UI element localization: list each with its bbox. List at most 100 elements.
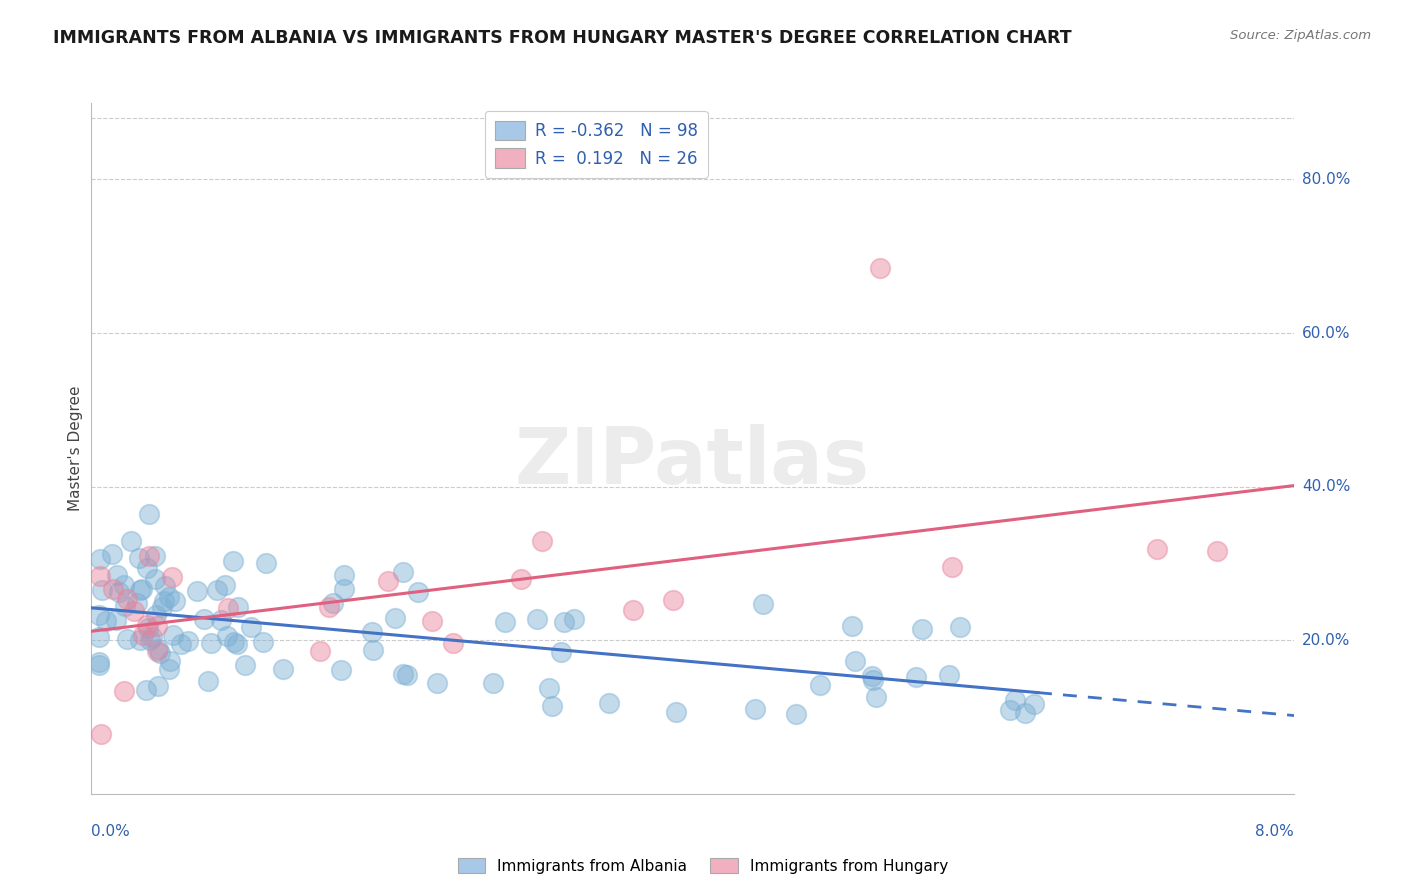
Point — [865, 690, 887, 705]
Point — [138, 507, 160, 521]
Point — [89, 569, 111, 583]
Point — [530, 533, 553, 548]
Point — [526, 612, 548, 626]
Y-axis label: Master's Degree: Master's Degree — [67, 385, 83, 511]
Point — [214, 578, 236, 592]
Point — [101, 547, 124, 561]
Point — [146, 679, 169, 693]
Point — [135, 617, 157, 632]
Point — [408, 585, 430, 599]
Point — [197, 673, 219, 688]
Point — [146, 618, 169, 632]
Point — [112, 577, 135, 591]
Point — [235, 658, 257, 673]
Point — [112, 683, 135, 698]
Point — [146, 642, 169, 657]
Point — [127, 596, 149, 610]
Point — [114, 599, 136, 614]
Point — [129, 632, 152, 647]
Text: 60.0%: 60.0% — [1302, 326, 1350, 341]
Point — [226, 637, 249, 651]
Point — [665, 705, 688, 719]
Legend: Immigrants from Albania, Immigrants from Hungary: Immigrants from Albania, Immigrants from… — [451, 852, 955, 880]
Point — [150, 599, 173, 614]
Point — [598, 696, 620, 710]
Point — [271, 662, 294, 676]
Point — [101, 582, 124, 597]
Point — [209, 613, 232, 627]
Point — [941, 560, 963, 574]
Point — [785, 707, 807, 722]
Point — [163, 594, 186, 608]
Point — [115, 632, 138, 646]
Point — [426, 676, 449, 690]
Point — [143, 549, 166, 563]
Text: Source: ZipAtlas.com: Source: ZipAtlas.com — [1230, 29, 1371, 42]
Point — [911, 622, 934, 636]
Point — [193, 612, 215, 626]
Point — [384, 611, 406, 625]
Point — [89, 657, 111, 672]
Point — [329, 663, 352, 677]
Point — [361, 643, 384, 657]
Point — [1146, 542, 1168, 557]
Point — [392, 666, 415, 681]
Point — [392, 566, 415, 580]
Point — [139, 633, 162, 648]
Point — [115, 592, 138, 607]
Point — [538, 681, 561, 695]
Point — [938, 668, 960, 682]
Point — [128, 550, 150, 565]
Point — [89, 552, 111, 566]
Point — [129, 582, 152, 597]
Point — [562, 612, 585, 626]
Point — [860, 669, 883, 683]
Point — [998, 703, 1021, 717]
Point — [221, 554, 243, 568]
Point — [122, 604, 145, 618]
Text: 8.0%: 8.0% — [1254, 824, 1294, 839]
Point — [159, 654, 181, 668]
Point — [146, 644, 169, 658]
Text: 40.0%: 40.0% — [1302, 479, 1350, 494]
Point — [540, 698, 562, 713]
Point — [332, 582, 354, 597]
Point — [153, 594, 176, 608]
Point — [420, 615, 443, 629]
Point — [318, 600, 340, 615]
Point — [1205, 544, 1227, 558]
Point — [120, 534, 142, 549]
Point — [157, 590, 180, 604]
Point — [153, 579, 176, 593]
Point — [553, 615, 575, 629]
Point — [744, 702, 766, 716]
Point — [322, 596, 344, 610]
Point — [131, 582, 153, 597]
Point — [662, 592, 685, 607]
Point — [361, 625, 384, 640]
Point — [621, 603, 644, 617]
Point — [550, 645, 572, 659]
Point — [752, 598, 775, 612]
Point — [162, 628, 184, 642]
Point — [134, 682, 156, 697]
Point — [200, 636, 222, 650]
Point — [141, 630, 163, 644]
Point — [333, 567, 356, 582]
Point — [226, 600, 249, 615]
Point — [808, 678, 831, 692]
Point — [186, 583, 208, 598]
Point — [1004, 693, 1026, 707]
Point — [104, 614, 127, 628]
Point — [949, 620, 972, 634]
Point — [145, 607, 167, 622]
Point — [132, 628, 155, 642]
Point — [177, 634, 200, 648]
Point — [90, 582, 112, 597]
Point — [96, 614, 118, 628]
Point — [494, 615, 516, 629]
Text: IMMIGRANTS FROM ALBANIA VS IMMIGRANTS FROM HUNGARY MASTER'S DEGREE CORRELATION C: IMMIGRANTS FROM ALBANIA VS IMMIGRANTS FR… — [53, 29, 1071, 46]
Point — [377, 574, 399, 588]
Point — [108, 585, 131, 599]
Text: 0.0%: 0.0% — [91, 824, 131, 839]
